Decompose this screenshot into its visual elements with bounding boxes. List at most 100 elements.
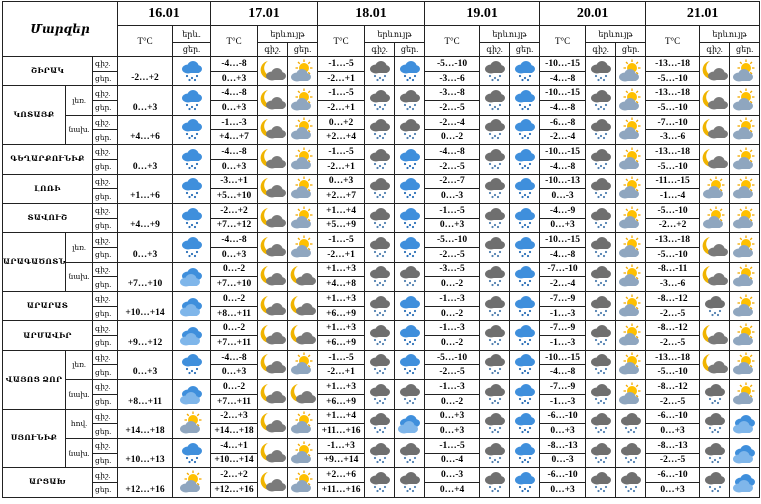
temperature: +10…+14 xyxy=(117,290,174,322)
temp-header: T°C xyxy=(424,25,481,57)
temperature: -1…-3 xyxy=(210,114,259,131)
temperature: 0…+3 xyxy=(117,349,174,381)
region-name: ՏԱՎՈՒՇ xyxy=(2,202,93,234)
temperature: 0…-2 xyxy=(210,320,259,337)
temperature: -4…-8 xyxy=(539,100,587,116)
weather-icon xyxy=(514,266,535,287)
weather-icon xyxy=(369,207,390,228)
icon-cell xyxy=(509,55,541,87)
temperature: 0…+3 xyxy=(210,246,259,263)
weather-icon xyxy=(732,59,755,82)
weather-icon xyxy=(484,90,505,111)
icon-cell xyxy=(509,85,541,116)
period: ցեր. xyxy=(91,188,119,204)
weather-icon xyxy=(484,354,505,375)
temperature: +11…+16 xyxy=(317,481,366,498)
row: ցեր. +7…+10 +4…+8 0…-2 -2…-4 -3…-6 xyxy=(3,276,760,292)
weather-icon xyxy=(290,235,313,258)
weather-icon xyxy=(290,266,316,286)
weather-icon xyxy=(732,235,755,258)
temperature: 0…+3 xyxy=(539,481,587,498)
temperature: -2…+1 xyxy=(317,246,366,263)
weather-icon xyxy=(590,119,611,140)
weather-icon xyxy=(514,383,535,404)
temperature: +4…+6 xyxy=(117,114,174,146)
icon-cell xyxy=(257,144,289,175)
weather-icon xyxy=(260,354,286,374)
period: ցեր. xyxy=(91,158,119,175)
icon-cell xyxy=(479,232,511,263)
icon-cell xyxy=(257,232,289,263)
weather-icon xyxy=(590,383,611,404)
weather-icon xyxy=(399,236,420,258)
icon-cell xyxy=(699,349,731,381)
period: գիշ. xyxy=(91,379,119,395)
row: ցեր. +5…+10 +2…+7 0…-3 0…-3 -1…-4 xyxy=(3,188,760,204)
temperature: -10…-15 xyxy=(539,232,587,248)
period: գիշ. xyxy=(91,437,119,454)
temperature: -6…-10 xyxy=(645,408,701,425)
icon-cell xyxy=(257,114,289,146)
temperature: +1…+3 xyxy=(317,291,366,307)
weather-icon xyxy=(181,207,202,228)
weather-icon xyxy=(399,60,420,81)
temperature: -2…-5 xyxy=(645,393,701,410)
temperature: -1…+3 xyxy=(317,437,366,454)
temperature: 0…+3 xyxy=(210,364,259,381)
weather-icon xyxy=(732,264,755,287)
icon-cell xyxy=(394,202,426,234)
row: ցեր. +12…+16 +11…+16 0…+4 0…+3 0…+3 xyxy=(3,481,760,498)
weather-icon xyxy=(181,90,202,111)
temperature: -3…+1 xyxy=(210,173,259,190)
icon-cell xyxy=(585,408,617,439)
icon-cell xyxy=(287,290,319,322)
phenomenon-header: երևույթ xyxy=(364,25,426,43)
period-header: ցեր. xyxy=(729,42,761,57)
icon-cell xyxy=(287,349,319,381)
weather-icon xyxy=(590,236,611,258)
temperature: -5…-10 xyxy=(645,70,701,87)
icon-cell xyxy=(257,202,289,234)
temperature: +6…+9 xyxy=(317,335,366,351)
temperature: +2…+6 xyxy=(317,467,366,483)
row: ցեր. +7…+11 +6…+9 0…-2 -1…-3 -2…-5 xyxy=(3,393,760,410)
icon-cell xyxy=(287,379,319,410)
temperature: -3…-6 xyxy=(424,70,481,87)
icon-cell xyxy=(394,85,426,116)
region-name: ՍՅՈՒՆԻՔ xyxy=(2,408,66,469)
weather-icon xyxy=(484,413,505,434)
temperature: +1…+3 xyxy=(317,320,366,337)
icon-cell xyxy=(364,408,396,439)
icon-cell xyxy=(729,232,761,263)
icon-cell xyxy=(257,379,289,410)
weather-icon xyxy=(484,325,505,346)
temperature: +8…+11 xyxy=(210,305,259,322)
temperature: -2…+1 xyxy=(317,364,366,381)
icon-cell xyxy=(479,408,511,439)
temperature: 0…+3 xyxy=(210,158,259,175)
weather-icon xyxy=(484,266,505,287)
weather-icon xyxy=(618,59,641,82)
icon-cell xyxy=(394,55,426,87)
temperature: -6…-10 xyxy=(645,467,701,483)
weather-icon xyxy=(369,442,390,463)
weather-icon xyxy=(181,60,202,81)
temperature: 0…+2 xyxy=(317,114,366,131)
period: գիշ. xyxy=(91,261,119,278)
weather-icon xyxy=(399,325,420,346)
weather-icon xyxy=(590,295,611,316)
temperature: +4…+7 xyxy=(210,129,259,146)
temperature: -2…-4 xyxy=(424,114,481,131)
weather-icon xyxy=(399,354,420,375)
weather-icon xyxy=(260,90,286,110)
period: գիշ. xyxy=(91,85,119,102)
weather-icon xyxy=(702,148,728,169)
region-name: ՎԱՅՈՑ ՁՈՐ xyxy=(2,349,66,410)
icon-cell xyxy=(585,349,617,381)
icon-cell xyxy=(479,55,511,87)
weather-icon xyxy=(618,117,641,140)
weather-icon xyxy=(514,60,535,81)
weather-icon xyxy=(290,325,316,345)
icon-cell xyxy=(615,320,647,351)
weather-icon xyxy=(181,442,202,463)
